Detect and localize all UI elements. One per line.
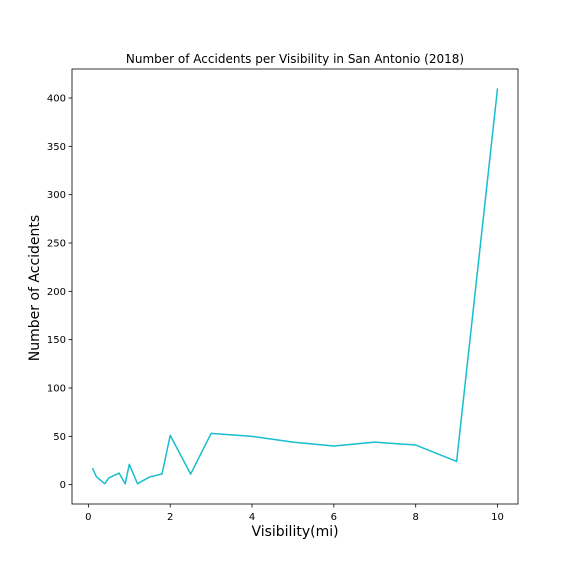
x-tick-label: 2 — [167, 512, 173, 523]
x-tick-label: 8 — [413, 512, 419, 523]
x-tick-label: 0 — [85, 512, 91, 523]
y-tick-label: 250 — [47, 239, 66, 250]
y-tick-label: 50 — [53, 432, 66, 443]
chart-title: Number of Accidents per Visibility in Sa… — [126, 52, 464, 66]
y-tick-label: 400 — [47, 94, 66, 105]
y-tick-label: 0 — [60, 480, 66, 491]
y-tick-label: 150 — [47, 335, 66, 346]
y-tick-label: 350 — [47, 142, 66, 153]
y-tick-label: 300 — [47, 190, 66, 201]
axes-frame — [71, 68, 519, 505]
x-axis-label: Visibility(mi) — [251, 524, 338, 540]
y-tick-label: 200 — [47, 287, 66, 298]
y-tick-label: 100 — [47, 384, 66, 395]
plot-area — [71, 68, 519, 505]
x-tick-label: 10 — [491, 512, 504, 523]
y-axis-label: Number of Accidents — [27, 215, 43, 361]
x-tick-label: 6 — [331, 512, 337, 523]
y-axis: 0 50 100 150 200 250 300 350 400 — [47, 94, 72, 491]
series-line-0 — [91, 88, 499, 485]
x-tick-label: 4 — [249, 512, 255, 523]
x-axis: 0 2 4 6 8 10 — [85, 504, 504, 523]
